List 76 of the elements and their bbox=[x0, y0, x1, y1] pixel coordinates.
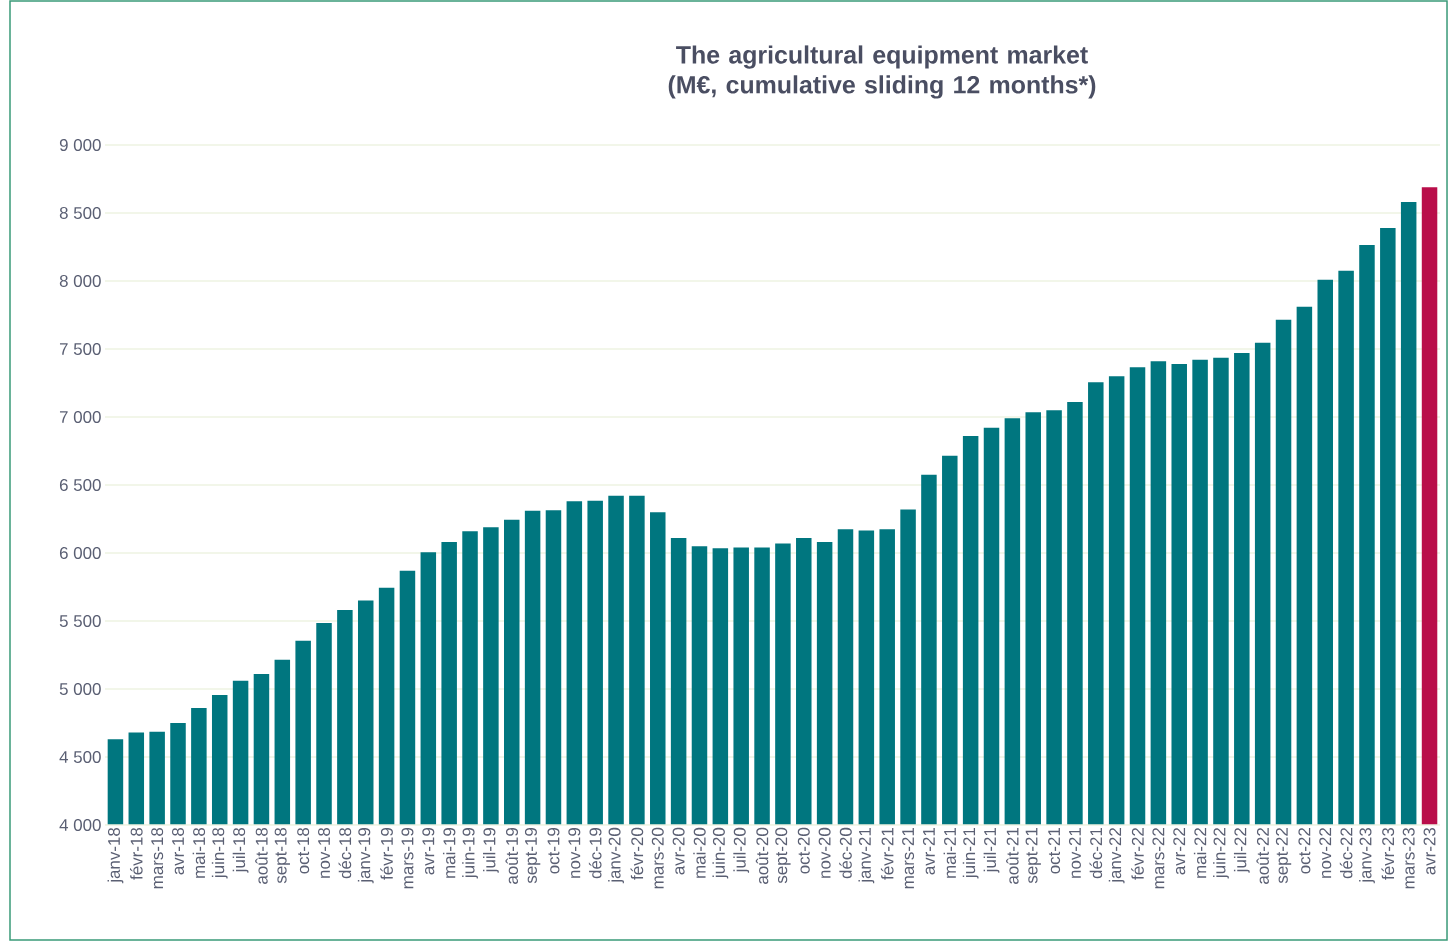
x-tick-label: déc-22 bbox=[1339, 828, 1353, 879]
x-tick-label: sept-22 bbox=[1275, 828, 1292, 884]
x-tick-label: mars-23 bbox=[1402, 827, 1415, 889]
x-tick-label: nov-21 bbox=[1068, 828, 1081, 878]
x-tick-label: déc-21 bbox=[1089, 828, 1103, 879]
x-tick-label: févr-21 bbox=[880, 828, 894, 880]
y-tick-label: 7 500 bbox=[59, 342, 101, 355]
x-tick-label: avr-19 bbox=[422, 828, 435, 875]
y-tick-label: 8 500 bbox=[59, 206, 101, 219]
x-tick-label: mars-18 bbox=[151, 827, 164, 889]
x-tick-label: sept-19 bbox=[524, 828, 541, 884]
x-tick-label: mai-18 bbox=[192, 827, 206, 878]
x-tick-label: nov-22 bbox=[1319, 828, 1332, 878]
x-tick-label: janv-20 bbox=[608, 827, 624, 884]
x-tick-label: janv-22 bbox=[1108, 828, 1125, 884]
x-tick-label: sept-20 bbox=[775, 827, 791, 884]
x-tick-label: janv-18 bbox=[107, 827, 124, 884]
x-tick-label: févr-19 bbox=[380, 828, 393, 880]
x-tick-label: oct-20 bbox=[797, 827, 810, 874]
x-tick-label: oct-21 bbox=[1048, 828, 1061, 874]
x-tick-label: janv-19 bbox=[357, 828, 374, 884]
x-tick-label: juil-19 bbox=[483, 828, 499, 873]
x-tick-label: juin-18 bbox=[211, 827, 228, 879]
x-tick-label: avr-22 bbox=[1173, 828, 1186, 875]
x-tick-label: nov-19 bbox=[568, 828, 581, 878]
x-tick-label: mai-19 bbox=[442, 828, 456, 878]
x-tick-label: oct-22 bbox=[1298, 828, 1311, 874]
x-tick-label: juil-21 bbox=[983, 828, 1000, 873]
x-tick-label: juil-22 bbox=[1233, 828, 1250, 873]
x-tick-label: juin-20 bbox=[712, 827, 729, 879]
x-tick-label: juin-22 bbox=[1213, 828, 1229, 879]
x-tick-label: sept-21 bbox=[1025, 828, 1041, 884]
x-tick-label: mai-20 bbox=[693, 827, 706, 878]
x-tick-label: déc-18 bbox=[338, 827, 352, 879]
x-tick-label: nov-20 bbox=[818, 827, 831, 878]
x-tick-label: avr-20 bbox=[672, 827, 685, 875]
x-tick-label: août-21 bbox=[1006, 828, 1019, 884]
x-tick-label: déc-19 bbox=[588, 828, 602, 879]
y-tick-label: 6 500 bbox=[59, 478, 101, 491]
x-tick-label: oct-18 bbox=[297, 827, 310, 874]
chart-title: The agricultural equipment market (M€, cumulative sliding 12 months*) bbox=[668, 45, 1096, 99]
x-tick-label: mai-22 bbox=[1193, 828, 1207, 878]
x-tick-label: mars-20 bbox=[651, 827, 664, 889]
x-tick-label: juin-19 bbox=[462, 828, 478, 879]
x-tick-label: mars-22 bbox=[1152, 828, 1165, 889]
y-tick-label: 5 000 bbox=[59, 683, 101, 695]
y-tick-label: 9 000 bbox=[59, 138, 101, 151]
x-tick-label: avr-23 bbox=[1423, 827, 1436, 875]
x-tick-label: août-22 bbox=[1256, 828, 1269, 884]
x-tick-label: août-19 bbox=[505, 828, 519, 884]
x-tick-label: mai-21 bbox=[943, 828, 957, 878]
x-tick-label: déc-20 bbox=[839, 827, 852, 879]
x-tick-label: févr-20 bbox=[630, 827, 644, 880]
x-tick-label: févr-23 bbox=[1381, 827, 1395, 880]
y-tick-label: 5 500 bbox=[59, 615, 101, 627]
x-tick-label: févr-18 bbox=[129, 827, 143, 880]
x-tick-label: sept-18 bbox=[274, 827, 290, 884]
x-tick-label: juil-20 bbox=[733, 827, 750, 873]
x-tick-label: févr-22 bbox=[1131, 828, 1144, 880]
y-tick-label: 7 000 bbox=[59, 410, 101, 423]
y-tick-label: 8 000 bbox=[59, 274, 101, 287]
x-tick-label: avr-18 bbox=[172, 827, 185, 875]
x-tick-label: avr-21 bbox=[922, 828, 935, 875]
x-tick-label: août-18 bbox=[255, 827, 268, 884]
x-tick-label: juil-18 bbox=[232, 827, 249, 873]
x-tick-label: oct-19 bbox=[547, 827, 560, 874]
x-tick-label: mars-19 bbox=[401, 828, 414, 889]
y-tick-label: 4 000 bbox=[59, 819, 101, 831]
x-tick-label: juin-21 bbox=[962, 828, 979, 879]
x-tick-label: janv-21 bbox=[858, 828, 875, 884]
x-tick-label: août-20 bbox=[755, 827, 769, 884]
x-tick-label: mars-21 bbox=[902, 828, 915, 889]
y-tick-label: 4 500 bbox=[59, 751, 101, 763]
y-tick-label: 6 000 bbox=[59, 546, 101, 559]
x-tick-label: nov-18 bbox=[318, 827, 331, 878]
x-tick-label: janv-23 bbox=[1359, 827, 1375, 884]
